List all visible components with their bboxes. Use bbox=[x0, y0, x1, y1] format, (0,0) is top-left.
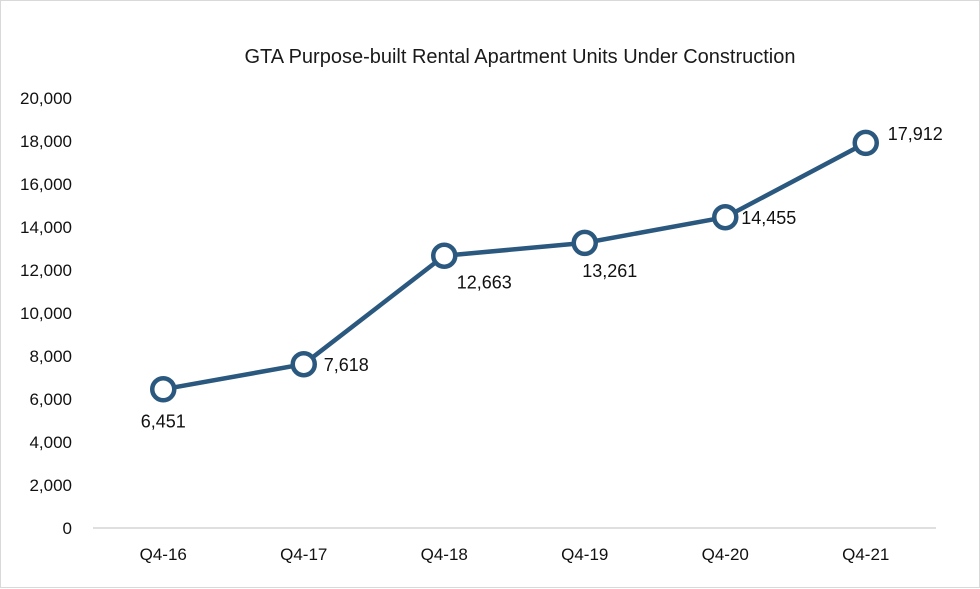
data-point-marker bbox=[431, 242, 458, 269]
y-tick-label: 14,000 bbox=[20, 218, 72, 237]
data-point-marker bbox=[290, 350, 317, 378]
y-axis-tick-labels: 0 2,000 4,000 6,000 8,000 10,000 12,000 14,000 1… bbox=[20, 89, 72, 538]
data-label: 6,451 bbox=[141, 411, 186, 431]
y-tick-label: 8,000 bbox=[29, 347, 72, 366]
y-tick-label: 6,000 bbox=[29, 390, 72, 409]
x-tick-label: Q4-20 bbox=[702, 545, 749, 564]
x-tick-label: Q4-16 bbox=[140, 545, 187, 564]
y-tick-label: 12,000 bbox=[20, 261, 72, 280]
y-tick-label: 20,000 bbox=[20, 89, 72, 108]
data-point-marker bbox=[150, 376, 177, 403]
series-layer bbox=[150, 129, 879, 403]
x-tick-label: Q4-21 bbox=[842, 545, 889, 564]
data-label: 12,663 bbox=[457, 273, 512, 293]
data-label: 7,618 bbox=[324, 355, 369, 375]
y-tick-label: 10,000 bbox=[20, 304, 72, 323]
x-tick-label: Q4-18 bbox=[421, 545, 468, 564]
data-point-marker bbox=[712, 203, 739, 231]
data-point-marker bbox=[571, 229, 598, 257]
x-tick-label: Q4-19 bbox=[561, 545, 608, 564]
x-tick-label: Q4-17 bbox=[280, 545, 327, 564]
data-label: 14,455 bbox=[741, 208, 796, 228]
chart-title: GTA Purpose-built Rental Apartment Units… bbox=[245, 46, 796, 68]
series-line bbox=[161, 140, 868, 392]
y-tick-label: 16,000 bbox=[20, 175, 72, 194]
x-axis-tick-labels: Q4-16 Q4-17 Q4-18 Q4-19 Q4-20 Q4-21 bbox=[140, 545, 890, 564]
y-tick-label: 2,000 bbox=[29, 476, 72, 495]
y-tick-label: 18,000 bbox=[20, 132, 72, 151]
y-tick-label: 0 bbox=[63, 519, 72, 538]
data-label: 13,261 bbox=[582, 261, 637, 281]
data-point-marker bbox=[852, 129, 879, 157]
data-label: 17,912 bbox=[888, 124, 943, 144]
data-labels: 6,451 7,618 12,663 13,261 14,455 17,912 bbox=[141, 124, 943, 431]
y-tick-label: 4,000 bbox=[29, 433, 72, 452]
